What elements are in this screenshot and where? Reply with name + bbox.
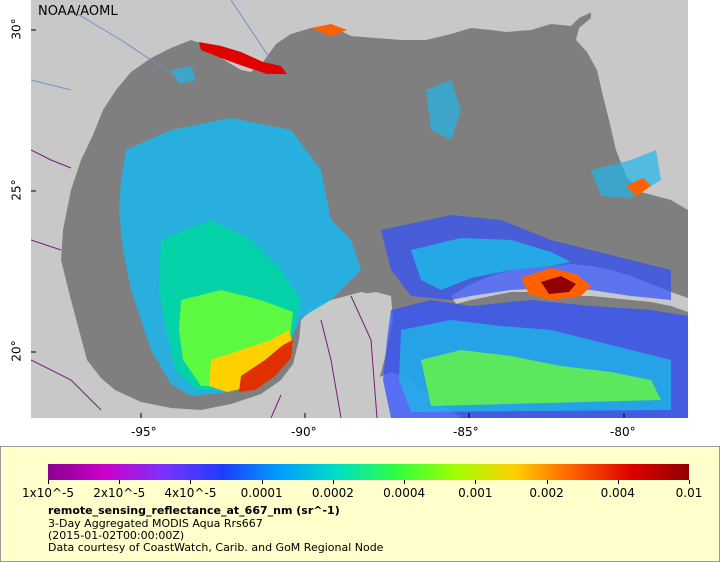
colorbar-tick-label: 0.001 bbox=[458, 486, 493, 500]
land-yucatan bbox=[271, 292, 393, 418]
political-boundaries bbox=[31, 149, 378, 418]
land-florida bbox=[576, 0, 688, 210]
colorbar-tick-label: 0.002 bbox=[529, 486, 564, 500]
map-frame: NOAA/AOML bbox=[31, 0, 688, 418]
colorbar-tick-mark bbox=[617, 480, 619, 484]
rivers bbox=[31, 0, 272, 91]
lon-label-80: -80° bbox=[610, 425, 636, 439]
colorbar-tick-mark bbox=[119, 480, 121, 484]
reflectance-data bbox=[119, 24, 688, 418]
lon-label-85: -85° bbox=[453, 425, 479, 439]
colorbar-tick-label: 0.0001 bbox=[240, 486, 283, 500]
lon-label-95: -95° bbox=[131, 425, 157, 439]
gulf-of-mexico-map bbox=[31, 0, 688, 418]
colorbar-tick-mark bbox=[261, 480, 263, 484]
legend-time: (2015-01-02T00:00:00Z) bbox=[48, 529, 185, 542]
colorbar-tick-label: 4x10^-5 bbox=[164, 486, 217, 500]
colorbar-tick-mark bbox=[190, 480, 192, 484]
lat-label-20: 20° bbox=[9, 340, 24, 362]
legend-courtesy: Data courtesy of CoastWatch, Carib. and … bbox=[48, 541, 384, 554]
colorbar-tick-label: 2x10^-5 bbox=[93, 486, 146, 500]
colorbar-tick-label: 0.01 bbox=[675, 486, 703, 500]
colorbar-tick-label: 0.004 bbox=[600, 486, 635, 500]
colorbar-tick-mark bbox=[689, 480, 690, 484]
colorbar-tick-label: 0.0004 bbox=[383, 486, 426, 500]
colorbar-tick-mark bbox=[48, 480, 49, 484]
legend-title: remote_sensing_reflectance_at_667_nm (sr… bbox=[48, 504, 340, 517]
colorbar-tick-label: 1x10^-5 bbox=[21, 486, 75, 500]
credit-label: NOAA/AOML bbox=[38, 4, 118, 19]
lat-label-30: 30° bbox=[9, 18, 24, 40]
colorbar-tick-mark bbox=[546, 480, 548, 484]
colorbar-tick-mark bbox=[404, 480, 406, 484]
colorbar bbox=[48, 464, 689, 480]
legend-panel: remote_sensing_reflectance_at_667_nm (sr… bbox=[0, 446, 720, 562]
colorbar-tick-label: 0.0002 bbox=[311, 486, 354, 500]
lon-label-90: -90° bbox=[291, 425, 317, 439]
colorbar-tick-mark bbox=[475, 480, 477, 484]
colorbar-tick-mark bbox=[332, 480, 334, 484]
legend-subtitle: 3-Day Aggregated MODIS Aqua Rrs667 bbox=[48, 517, 263, 530]
lat-label-25: 25° bbox=[9, 179, 24, 201]
graticule-ticks bbox=[31, 29, 625, 418]
